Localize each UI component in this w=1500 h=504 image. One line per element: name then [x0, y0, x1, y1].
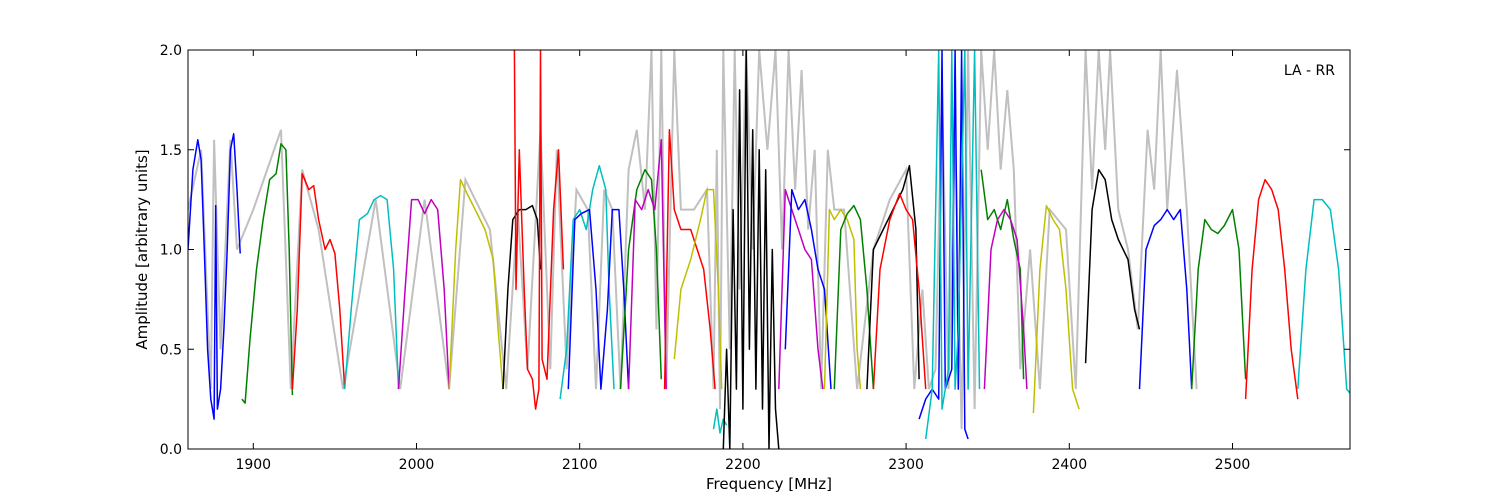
y-tick-label: 1.5: [160, 143, 182, 159]
y-tick-label: 2.0: [160, 43, 182, 59]
x-tick-label: 2500: [1215, 457, 1251, 473]
series-line-4: [343, 194, 400, 390]
series-line-13: [663, 129, 716, 390]
series-line-20: [833, 204, 875, 390]
series-line-7: [502, 204, 542, 390]
series-line-17: [778, 188, 824, 390]
series-line-29: [1138, 208, 1193, 390]
chart-annotation: LA - RR: [1284, 63, 1335, 79]
x-tick-label: 2100: [562, 457, 598, 473]
series-line-26: [983, 208, 1028, 390]
series-line-10: [567, 208, 630, 390]
x-tick-label: 2400: [1051, 457, 1087, 473]
series-line-2: [241, 143, 294, 404]
x-tick-label: 2300: [888, 457, 924, 473]
y-axis: 0.0 0.5 1.0 1.5 2.0: [160, 43, 1350, 458]
series-line-24: [924, 50, 981, 440]
series-line-14: [673, 188, 723, 390]
series-line-32: [1297, 198, 1350, 394]
x-axis: 1900 2000 2100 2200 2300 2400 2500: [235, 50, 1250, 473]
series-line-23: [918, 50, 969, 440]
x-tick-label: 2200: [725, 457, 761, 473]
series-line-28: [1084, 168, 1141, 364]
series-layer: [188, 50, 1350, 449]
series-line-9: [559, 164, 615, 400]
y-axis-label: Amplitude [arbitrary units]: [133, 149, 151, 349]
x-tick-label: 1900: [235, 457, 271, 473]
series-line-16: [722, 50, 780, 449]
y-tick-label: 1.0: [160, 243, 182, 259]
series-line-8: [513, 50, 565, 410]
series-line-12: [627, 139, 667, 390]
y-tick-label: 0.0: [160, 442, 182, 458]
series-line-1: [188, 133, 241, 420]
y-tick-label: 0.5: [160, 342, 182, 358]
background-trace: [188, 50, 1198, 430]
series-line-11: [619, 168, 663, 390]
series-line-19: [823, 208, 862, 390]
series-line-5: [397, 198, 450, 390]
series-line-6: [448, 178, 504, 390]
x-axis-label: Frequency [MHz]: [706, 475, 832, 493]
series-line-30: [1190, 208, 1247, 390]
series-line-22: [872, 192, 927, 390]
series-line-27: [1032, 204, 1080, 414]
series-line-31: [1244, 178, 1299, 400]
series-line-18: [784, 188, 832, 390]
series-line-3: [291, 172, 346, 390]
background-series-layer: [188, 50, 1198, 430]
x-tick-label: 2000: [399, 457, 435, 473]
